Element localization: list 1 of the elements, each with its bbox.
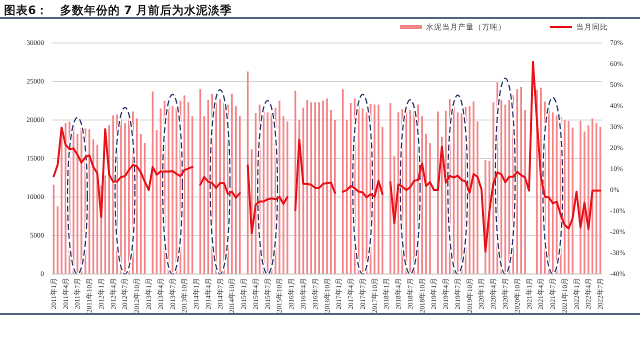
chart-title: 图表6： 多数年份的 7 月前后为水泥淡季 xyxy=(4,3,232,17)
